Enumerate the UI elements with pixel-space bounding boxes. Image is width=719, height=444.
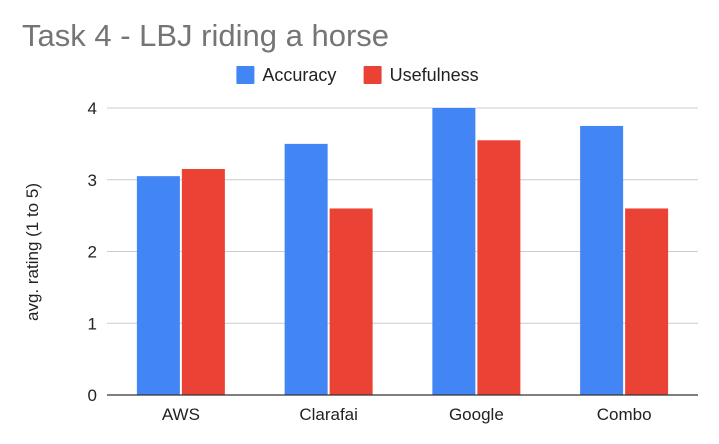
bar-accuracy-clarafai bbox=[284, 143, 328, 395]
y-tick-label: 3 bbox=[88, 171, 97, 190]
legend-label-usefulness: Usefulness bbox=[390, 65, 479, 85]
x-tick-label: Combo bbox=[597, 405, 652, 424]
legend-swatch-accuracy bbox=[236, 66, 255, 84]
bar-usefulness-combo bbox=[625, 208, 669, 395]
x-tick-label: Clarafai bbox=[299, 405, 358, 424]
x-tick-label: Google bbox=[449, 405, 504, 424]
y-axis-title: avg. rating (1 to 5) bbox=[23, 183, 42, 321]
bar-accuracy-combo bbox=[580, 125, 624, 395]
bars bbox=[136, 108, 669, 395]
y-tick-label: 4 bbox=[88, 99, 97, 118]
legend: Accuracy Usefulness bbox=[236, 65, 479, 85]
chart-title: Task 4 - LBJ riding a horse bbox=[22, 18, 389, 53]
y-tick-label: 0 bbox=[88, 386, 97, 405]
bar-accuracy-aws bbox=[136, 176, 180, 395]
legend-label-accuracy: Accuracy bbox=[262, 65, 336, 85]
bar-usefulness-aws bbox=[181, 168, 225, 395]
x-tick-label: AWS bbox=[162, 405, 200, 424]
bar-accuracy-google bbox=[432, 108, 476, 395]
bar-usefulness-google bbox=[477, 140, 521, 395]
x-axis-ticks: AWS Clarafai Google Combo bbox=[162, 405, 652, 424]
y-tick-label: 1 bbox=[88, 314, 97, 333]
bar-usefulness-clarafai bbox=[329, 208, 373, 395]
y-axis-ticks: 0 1 2 3 4 bbox=[88, 99, 97, 405]
y-tick-label: 2 bbox=[88, 243, 97, 262]
legend-swatch-usefulness bbox=[363, 66, 382, 84]
